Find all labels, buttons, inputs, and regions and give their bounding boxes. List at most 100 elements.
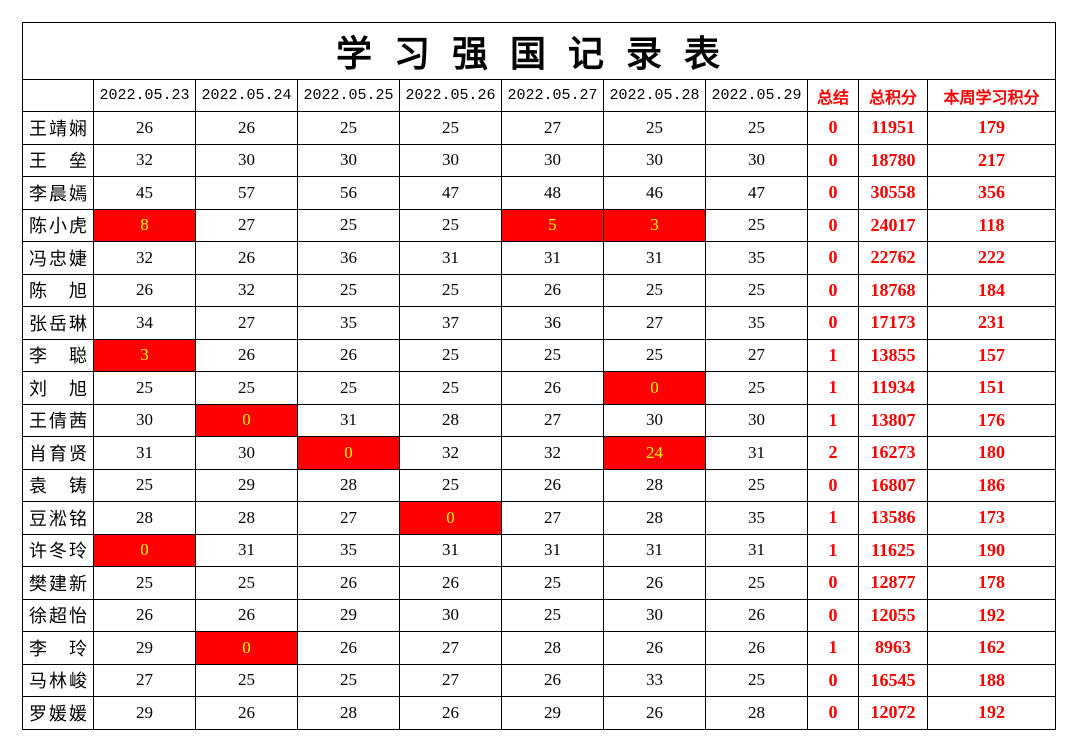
score-cell: 28 — [603, 468, 706, 502]
name-cell: 许冬玲 — [22, 533, 94, 567]
score-cell: 25 — [501, 338, 604, 372]
score-cell: 31 — [195, 533, 298, 567]
score-cell: 28 — [399, 403, 502, 437]
score-cell: 30 — [501, 143, 604, 177]
score-cell: 27 — [195, 208, 298, 242]
week-cell: 157 — [927, 338, 1056, 372]
score-cell: 28 — [93, 501, 196, 535]
score-cell: 26 — [603, 566, 706, 600]
name-cell: 马林峻 — [22, 663, 94, 697]
summary-cell: 0 — [807, 208, 859, 242]
table-row: 李晨嫣 45 57 56 47 48 46 47 0 30558 356 — [22, 176, 1056, 210]
summary-cell: 0 — [807, 111, 859, 145]
name-cell: 李晨嫣 — [22, 176, 94, 210]
score-cell: 26 — [195, 241, 298, 275]
total-cell: 18768 — [858, 273, 928, 307]
header-date: 2022.05.26 — [399, 79, 502, 112]
score-cell-low: 5 — [501, 208, 604, 242]
summary-cell: 0 — [807, 176, 859, 210]
score-cell: 29 — [501, 696, 604, 730]
score-cell: 25 — [705, 566, 808, 600]
score-cell: 26 — [297, 631, 400, 665]
score-cell: 30 — [195, 436, 298, 470]
score-cell: 31 — [705, 436, 808, 470]
score-cell: 25 — [705, 468, 808, 502]
week-cell: 356 — [927, 176, 1056, 210]
score-cell: 29 — [297, 598, 400, 632]
table-row: 罗媛媛 29 26 28 26 29 26 28 0 12072 192 — [22, 696, 1056, 730]
name-cell: 罗媛媛 — [22, 696, 94, 730]
score-cell: 25 — [399, 371, 502, 405]
score-cell: 26 — [705, 598, 808, 632]
score-cell: 28 — [603, 501, 706, 535]
name-cell: 李 玲 — [22, 631, 94, 665]
week-cell: 173 — [927, 501, 1056, 535]
week-cell: 118 — [927, 208, 1056, 242]
name-cell: 刘 旭 — [22, 371, 94, 405]
score-cell: 47 — [399, 176, 502, 210]
score-cell: 31 — [399, 241, 502, 275]
score-cell: 27 — [93, 663, 196, 697]
total-cell: 17173 — [858, 306, 928, 340]
name-cell: 肖育贤 — [22, 436, 94, 470]
score-cell: 31 — [603, 533, 706, 567]
table-row: 豆淞铭 28 28 27 0 27 28 35 1 13586 173 — [22, 501, 1056, 535]
score-cell: 30 — [705, 403, 808, 437]
total-cell: 12877 — [858, 566, 928, 600]
table-row: 刘 旭 25 25 25 25 26 0 25 1 11934 151 — [22, 371, 1056, 405]
score-cell: 25 — [195, 566, 298, 600]
score-cell: 25 — [705, 111, 808, 145]
score-cell: 35 — [297, 533, 400, 567]
score-cell: 28 — [195, 501, 298, 535]
score-cell: 32 — [399, 436, 502, 470]
score-cell: 48 — [501, 176, 604, 210]
table-row: 许冬玲 0 31 35 31 31 31 31 1 11625 190 — [22, 533, 1056, 567]
score-cell: 27 — [297, 501, 400, 535]
summary-cell: 2 — [807, 436, 859, 470]
score-cell: 26 — [93, 111, 196, 145]
score-cell: 31 — [93, 436, 196, 470]
total-cell: 22762 — [858, 241, 928, 275]
score-cell: 25 — [399, 468, 502, 502]
table-row: 陈小虎 8 27 25 25 5 3 25 0 24017 118 — [22, 208, 1056, 242]
score-cell: 46 — [603, 176, 706, 210]
score-cell-low: 0 — [93, 533, 196, 567]
score-cell: 57 — [195, 176, 298, 210]
header-date: 2022.05.23 — [93, 79, 196, 112]
score-cell: 34 — [93, 306, 196, 340]
week-cell: 184 — [927, 273, 1056, 307]
name-cell: 冯忠婕 — [22, 241, 94, 275]
score-cell: 31 — [501, 241, 604, 275]
score-cell: 25 — [399, 111, 502, 145]
score-cell-low: 0 — [399, 501, 502, 535]
page-title: 学习强国记录表 — [22, 22, 1056, 80]
name-cell: 徐超怡 — [22, 598, 94, 632]
score-cell: 36 — [297, 241, 400, 275]
summary-cell: 1 — [807, 501, 859, 535]
total-cell: 16807 — [858, 468, 928, 502]
score-cell: 28 — [705, 696, 808, 730]
score-cell: 27 — [603, 306, 706, 340]
score-cell-low: 3 — [603, 208, 706, 242]
table-row: 马林峻 27 25 25 27 26 33 25 0 16545 188 — [22, 663, 1056, 697]
score-cell: 31 — [705, 533, 808, 567]
table-row: 李 聪 3 26 26 25 25 25 27 1 13855 157 — [22, 338, 1056, 372]
table-row: 肖育贤 31 30 0 32 32 24 31 2 16273 180 — [22, 436, 1056, 470]
score-cell: 27 — [501, 403, 604, 437]
score-cell: 30 — [297, 143, 400, 177]
week-cell: 192 — [927, 598, 1056, 632]
header-total: 总积分 — [858, 79, 928, 112]
name-cell: 陈小虎 — [22, 208, 94, 242]
score-cell: 25 — [603, 273, 706, 307]
table-row: 徐超怡 26 26 29 30 25 30 26 0 12055 192 — [22, 598, 1056, 632]
week-cell: 179 — [927, 111, 1056, 145]
score-cell: 26 — [501, 273, 604, 307]
score-cell: 30 — [705, 143, 808, 177]
score-cell: 26 — [93, 598, 196, 632]
table-row: 王倩茜 30 0 31 28 27 30 30 1 13807 176 — [22, 403, 1056, 437]
score-cell: 31 — [603, 241, 706, 275]
total-cell: 13807 — [858, 403, 928, 437]
header-date: 2022.05.28 — [603, 79, 706, 112]
name-cell: 陈 旭 — [22, 273, 94, 307]
score-cell: 56 — [297, 176, 400, 210]
